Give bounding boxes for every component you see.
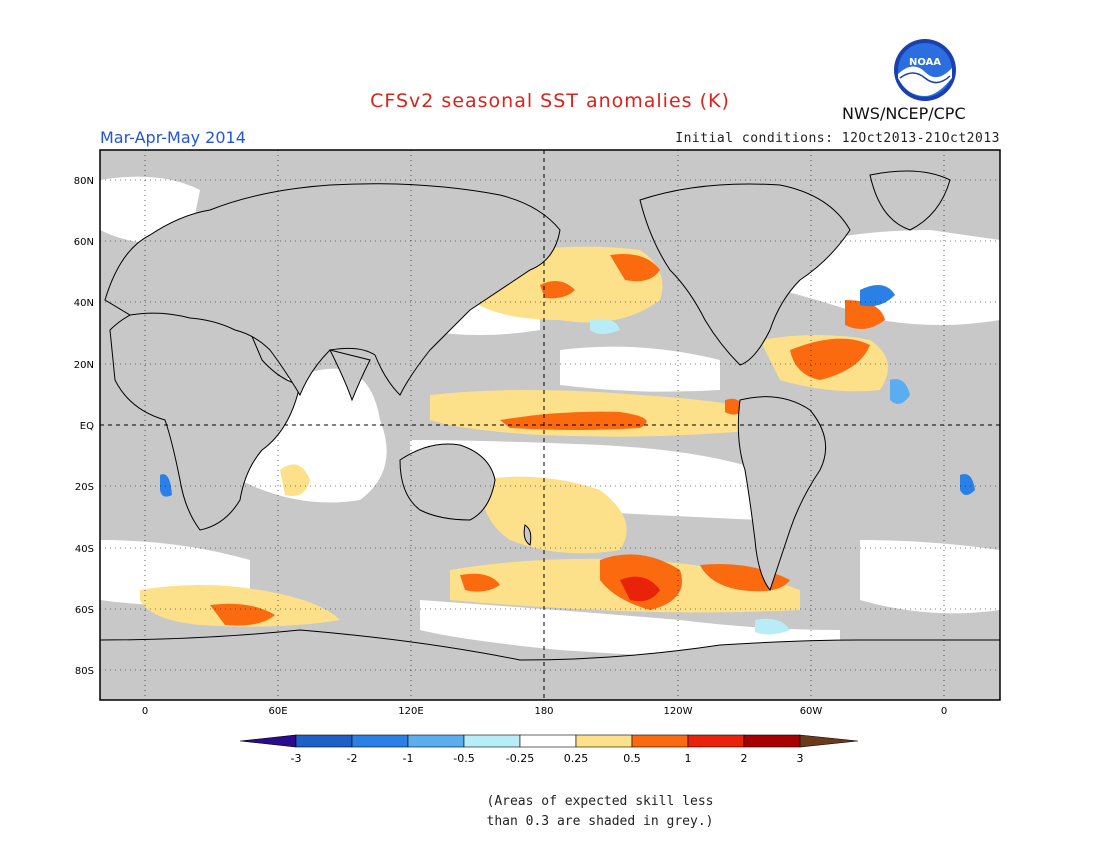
colorbar-label: -1 xyxy=(403,752,414,765)
lon-label: 60W xyxy=(800,706,823,717)
lon-label: 120W xyxy=(664,706,693,717)
coastlines xyxy=(100,170,1000,700)
colorbar-bin xyxy=(631,734,689,748)
colorbar-bin xyxy=(407,734,465,748)
gridlines xyxy=(100,150,1000,700)
colorbar-bin xyxy=(295,734,353,748)
colorbar-bin xyxy=(743,734,801,748)
lat-label: EQ xyxy=(80,421,94,432)
colorbar-bin xyxy=(575,734,633,748)
lat-label: 60S xyxy=(75,605,94,616)
lon-label: 60E xyxy=(268,706,287,717)
lat-label: 40N xyxy=(74,298,94,309)
lat-label: 20S xyxy=(75,482,94,493)
lon-label: 120E xyxy=(398,706,423,717)
colorbar-label: -0.25 xyxy=(506,752,534,765)
colorbar-label: 0.25 xyxy=(564,752,589,765)
colorbar-bin xyxy=(351,734,409,748)
noaa-logo: NOAA xyxy=(894,39,956,101)
lat-labels: 80N 60N 40N 20N EQ 20S 40S 60S 80S xyxy=(74,176,94,677)
lat-label: 20N xyxy=(74,360,94,371)
map-title: CFSv2 seasonal SST anomalies (K) xyxy=(370,90,730,112)
colorbar-label: 0.5 xyxy=(623,752,641,765)
skill-note-line1: (Areas of expected skill less xyxy=(486,794,714,809)
lat-label: 60N xyxy=(74,237,94,248)
colorbar-label: -0.5 xyxy=(453,752,474,765)
lon-labels: 0 60E 120E 180 120W 60W 0 xyxy=(142,706,947,717)
colorbar-label: -3 xyxy=(291,752,302,765)
season-label: Mar-Apr-May 2014 xyxy=(100,128,246,147)
colorbar-labels: -3 -2 -1 -0.5 -0.25 0.25 0.5 1 2 3 xyxy=(291,752,804,765)
lat-label: 40S xyxy=(75,544,94,555)
colorbar-label: 3 xyxy=(797,752,804,765)
skill-note: (Areas of expected skill less than 0.3 a… xyxy=(470,792,730,832)
colorbar-bin xyxy=(519,734,577,748)
initial-conditions-label: Initial conditions: 12Oct2013-21Oct2013 xyxy=(675,131,1000,146)
lon-label: 0 xyxy=(941,706,947,717)
skill-note-line2: than 0.3 are shaded in grey.) xyxy=(486,814,714,829)
colorbar xyxy=(239,734,859,748)
colorbar-high-arrow xyxy=(799,734,859,748)
lon-label: 180 xyxy=(534,706,553,717)
colorbar-low-arrow xyxy=(239,734,297,748)
lon-label: 0 xyxy=(142,706,148,717)
colorbar-label: -2 xyxy=(347,752,358,765)
lat-label: 80N xyxy=(74,176,94,187)
colorbar-label: 2 xyxy=(741,752,748,765)
colorbar-label: 1 xyxy=(685,752,692,765)
noaa-logo-text: NOAA xyxy=(909,57,941,68)
colorbar-bin xyxy=(687,734,745,748)
colorbar-bin xyxy=(463,734,521,748)
lat-label: 80S xyxy=(75,666,94,677)
minor-gridlines xyxy=(100,150,1000,700)
agency-label: NWS/NCEP/CPC xyxy=(842,104,966,123)
